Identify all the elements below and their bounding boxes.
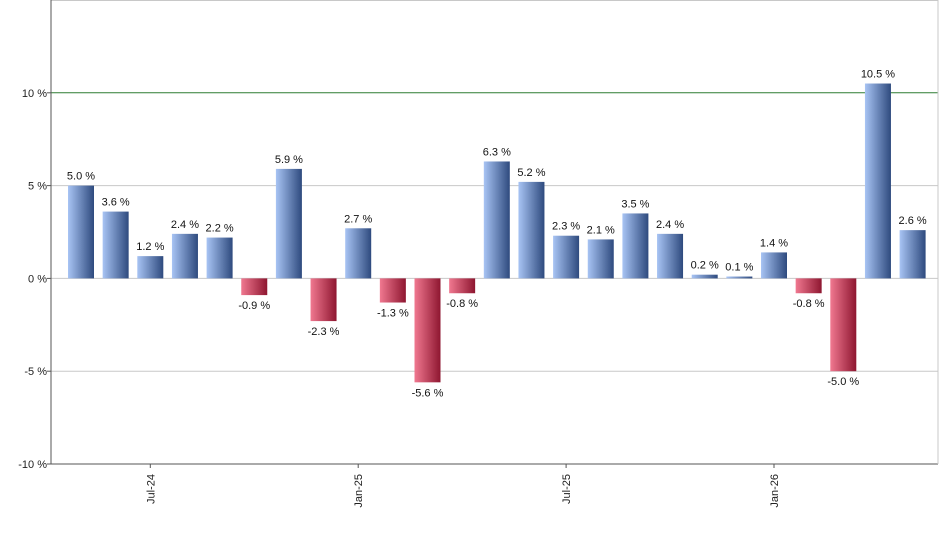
bar (171, 233, 198, 279)
bar-value-label: 0.2 % (691, 260, 719, 272)
y-tick-label: 5 % (28, 181, 47, 193)
bar (206, 237, 233, 279)
bar-value-label: 2.2 % (206, 223, 234, 235)
bar (310, 278, 337, 322)
bar-value-label: 2.7 % (344, 213, 372, 225)
y-tick-label: 10 % (22, 88, 47, 100)
bar (691, 274, 718, 279)
bar (275, 168, 302, 279)
bar-value-label: -5.0 % (827, 376, 859, 388)
x-tick-label: Jan-25 (353, 474, 365, 508)
bar-layer (68, 83, 926, 383)
bar-value-label: -1.3 % (377, 308, 409, 320)
bar (68, 185, 94, 279)
bar-value-label: 10.5 % (861, 69, 895, 81)
bar (241, 278, 268, 296)
x-tick-label: Jul-25 (561, 474, 573, 504)
bar (830, 278, 857, 372)
bar (899, 230, 926, 279)
y-tick-label: -5 % (24, 366, 47, 378)
y-tick-label: 0 % (28, 273, 47, 285)
y-tick-label: -10 % (18, 459, 47, 471)
bar-value-label: -0.8 % (793, 298, 825, 310)
bar (587, 239, 614, 279)
bar-value-label: 2.4 % (171, 219, 199, 231)
bar (726, 276, 753, 279)
bar (345, 228, 372, 279)
bar-value-label: 2.1 % (587, 224, 615, 236)
axis-layer: -10 % -5 % 0 % 5 % 10 % Jul-24 Jan-25 Jul-25 Jan… (18, 0, 939, 508)
bar-value-label: 1.2 % (136, 241, 164, 253)
bar-value-label: -2.3 % (308, 326, 340, 338)
bar-value-label: 6.3 % (483, 146, 511, 158)
bar (102, 211, 129, 279)
bar (553, 235, 580, 279)
bar-value-label: 2.6 % (899, 215, 927, 227)
bar (414, 278, 441, 383)
bar (518, 181, 545, 279)
bar (483, 161, 510, 279)
bar-value-label: -5.6 % (412, 387, 444, 399)
bar (864, 83, 891, 279)
x-tick-label: Jul-24 (145, 474, 157, 504)
bar-value-label: 1.4 % (760, 237, 788, 249)
bar (622, 213, 649, 279)
bar-value-label: 5.0 % (67, 171, 95, 183)
bar (761, 252, 787, 279)
bar (137, 256, 164, 279)
bar-value-label: 5.9 % (275, 154, 303, 166)
bar-value-label: 5.2 % (517, 167, 545, 179)
bar (657, 233, 684, 279)
bar-value-label: -0.8 % (446, 298, 478, 310)
bar (449, 278, 476, 294)
bar (379, 278, 406, 303)
bar-value-label: 2.4 % (656, 219, 684, 231)
label-layer: 5.0 % 3.6 % 1.2 % 2.4 % 2.2 % -0.9 % 5.9 % -2.3… (67, 69, 927, 400)
bar-value-label: -0.9 % (238, 300, 270, 312)
bar (795, 278, 822, 294)
bar-value-label: 3.6 % (102, 197, 130, 209)
bar-value-label: 2.3 % (552, 221, 580, 233)
bar-value-label: 3.5 % (621, 198, 649, 210)
x-tick-label: Jan-26 (769, 474, 781, 508)
bar-value-label: 0.1 % (725, 262, 753, 274)
